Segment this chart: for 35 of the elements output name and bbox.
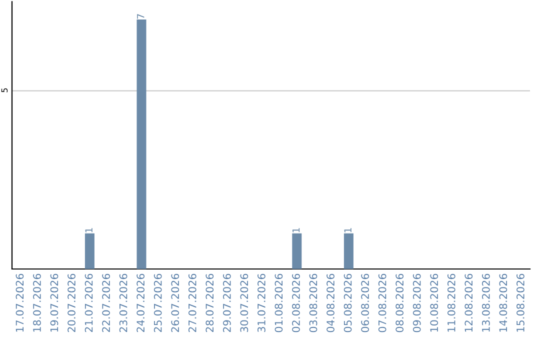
x-tick-label: 28.07.2026	[206, 274, 214, 332]
data-label: 1	[344, 228, 352, 232]
x-tick-label: 12.08.2026	[464, 274, 473, 332]
x-tick-label: 08.08.2026	[396, 274, 404, 332]
x-tick-label: 20.07.2026	[68, 274, 76, 332]
x-tick-label: 03.08.2026	[309, 274, 318, 332]
x-tick-label: 22.07.2026	[102, 274, 110, 332]
x-tick-label: 30.07.2026	[240, 274, 248, 332]
x-tick-label: 05.08.2026	[344, 274, 352, 332]
x-tick-label: 15.08.2026	[516, 274, 524, 332]
x-tick-label: 01.08.2026	[274, 274, 283, 332]
x-tick-label: 29.07.2026	[222, 274, 231, 332]
x-tick-label: 11.08.2026	[447, 274, 456, 332]
x-tick-label: 27.07.2026	[188, 274, 196, 332]
x-tick-label: 07.08.2026	[378, 274, 386, 332]
x-tick-label: 06.08.2026	[361, 274, 369, 332]
data-label: 1	[85, 228, 92, 232]
x-tick-label: 13.08.2026	[482, 274, 490, 332]
x-tick-label: 19.07.2026	[50, 274, 58, 332]
data-label: 1	[292, 228, 300, 232]
x-tick-label: 09.08.2026	[412, 274, 421, 332]
x-tick-label: 25.07.2026	[154, 274, 162, 332]
x-tick-label: 23.07.2026	[119, 274, 128, 332]
y-tick-label: 5	[1, 88, 8, 92]
x-tick-label: 18.07.2026	[33, 274, 41, 332]
x-tick-label: 04.08.2026	[326, 274, 334, 332]
data-label: 7	[137, 14, 144, 19]
x-tick-label: 21.07.2026	[84, 274, 93, 332]
x-tick-label: 02.08.2026	[292, 274, 300, 332]
x-tick-label: 26.07.2026	[171, 274, 180, 332]
x-tick-label: 31.07.2026	[258, 274, 266, 332]
x-tick-label: 24.07.2026	[136, 274, 145, 332]
x-tick-label: 10.08.2026	[430, 274, 438, 332]
x-tick-label: 17.07.2026	[16, 274, 24, 332]
x-tick-label: 14.08.2026	[499, 274, 508, 332]
